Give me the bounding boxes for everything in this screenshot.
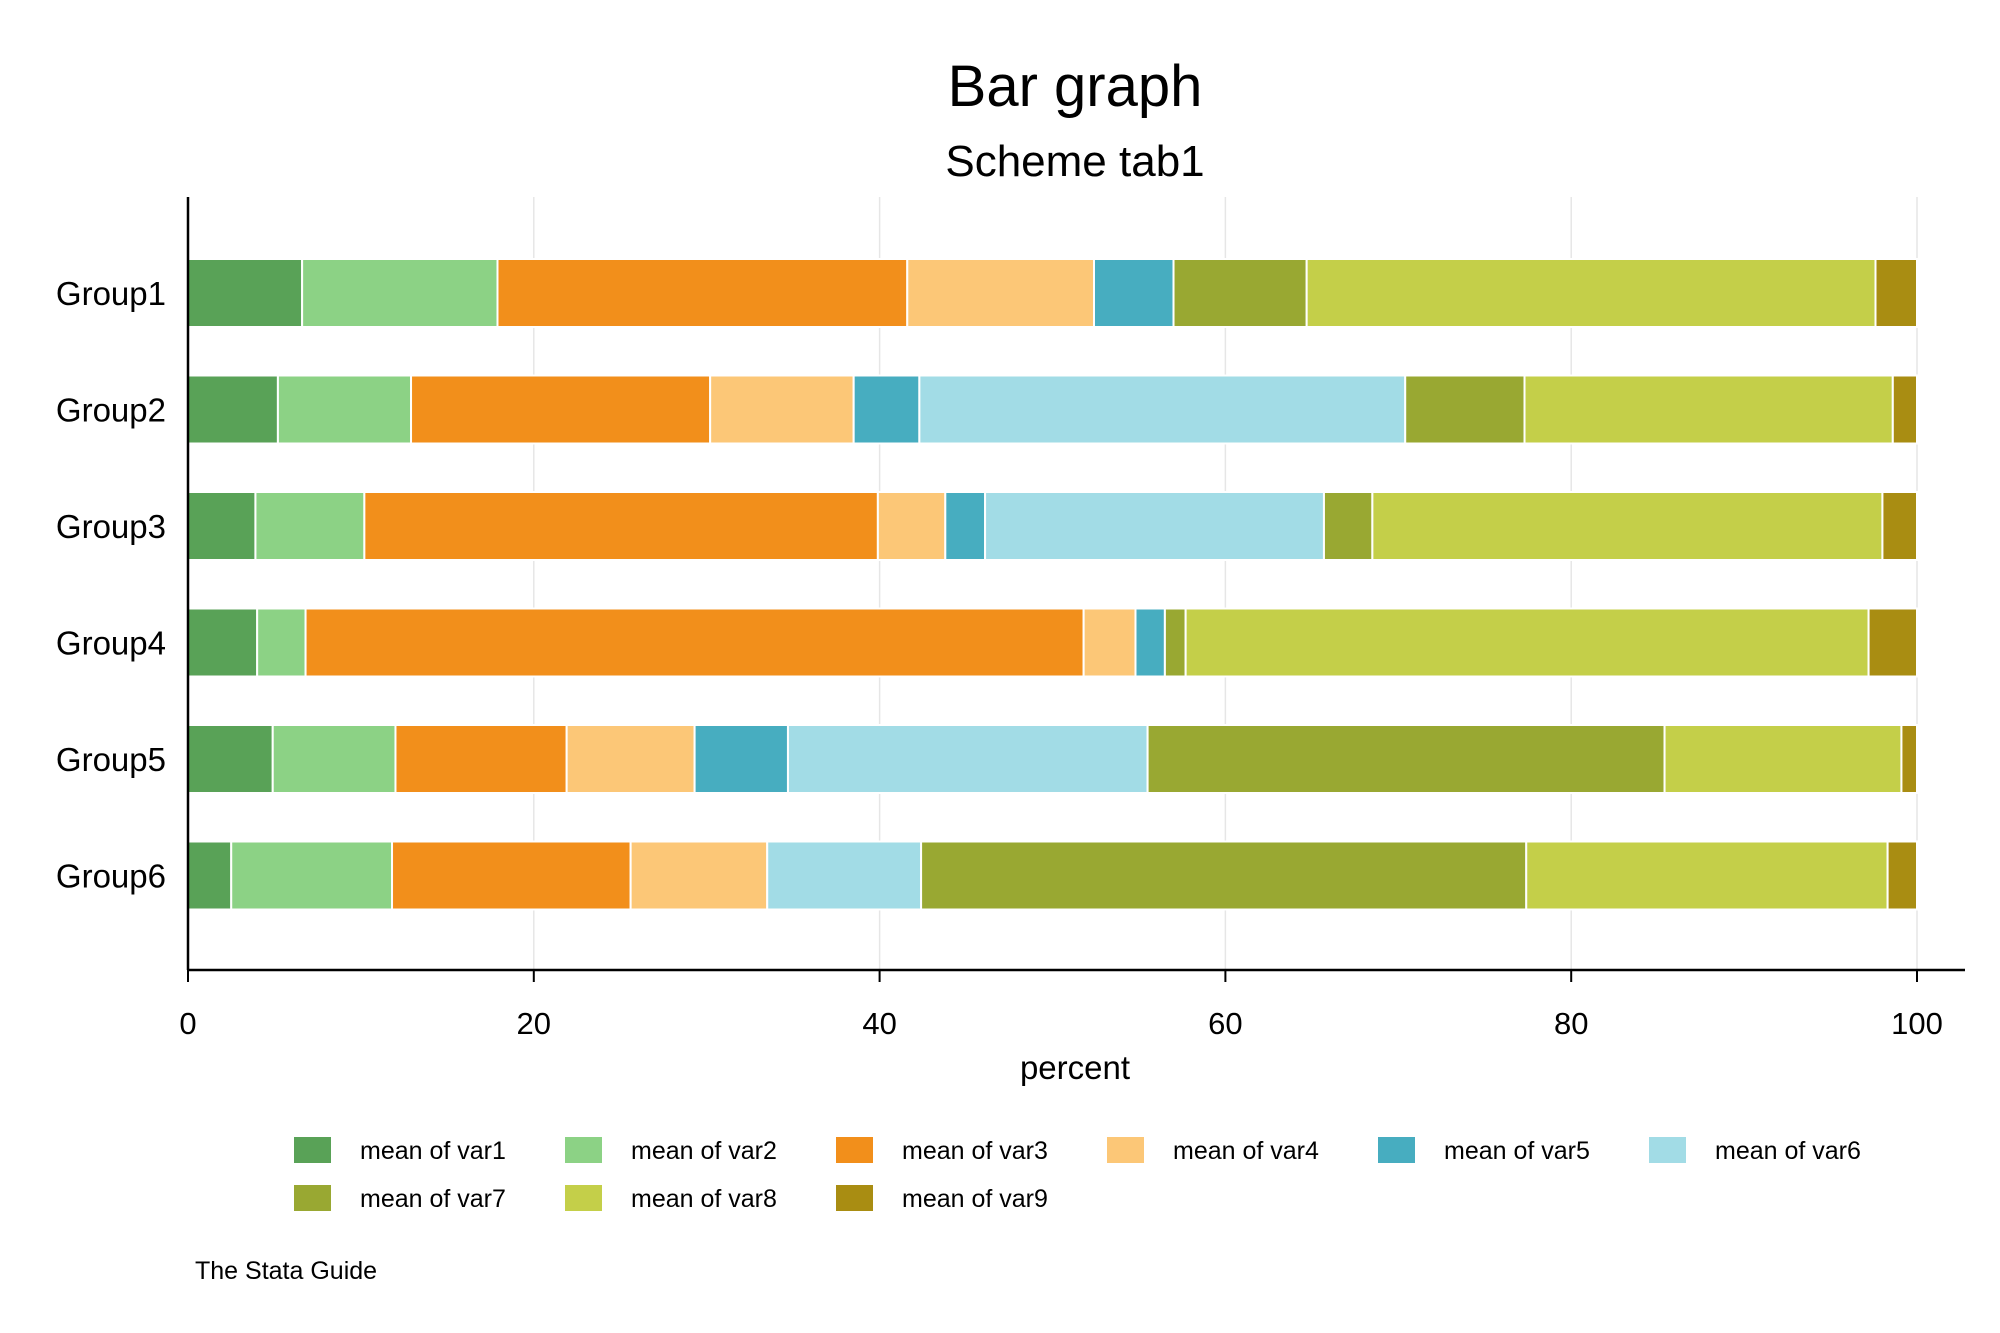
bar-segment <box>1134 607 1166 678</box>
legend-swatch <box>294 1137 331 1163</box>
bar-segment <box>1886 840 1919 911</box>
bar-segment <box>410 374 712 445</box>
x-tick-label: 60 <box>1208 1006 1242 1041</box>
category-label: Group1 <box>56 275 166 312</box>
legend-label: mean of var6 <box>1715 1137 1861 1165</box>
bar-segment <box>1874 258 1919 328</box>
legend-swatch <box>565 1185 602 1211</box>
bar-segment <box>1322 491 1374 561</box>
bar-segment <box>1404 374 1526 445</box>
chart-note: The Stata Guide <box>195 1257 377 1285</box>
bar-segment <box>1146 724 1666 794</box>
bar-segment <box>276 374 413 445</box>
bar-segment <box>766 840 923 911</box>
legend-swatch <box>565 1137 602 1163</box>
tick-labels: 0 20 40 60 80 100 <box>179 1006 1942 1041</box>
legend-swatch <box>294 1185 331 1211</box>
chart-subtitle: Scheme tab1 <box>945 137 1204 186</box>
legend-swatch <box>1649 1137 1686 1163</box>
x-tick-label: 0 <box>179 1006 196 1041</box>
legend: mean of var1 mean of var2 mean of var3 mean… <box>294 1137 1861 1213</box>
bar-segment <box>1900 724 1918 794</box>
bar-segment <box>906 258 1095 328</box>
bar-segment <box>256 607 307 678</box>
legend-label: mean of var5 <box>1444 1137 1590 1165</box>
legend-label: mean of var9 <box>902 1185 1048 1213</box>
bar-segment <box>1525 840 1889 911</box>
bar-segment <box>693 724 789 794</box>
bar-segment <box>187 258 304 328</box>
bar-segment <box>1891 374 1918 445</box>
bar-segment <box>1523 374 1894 445</box>
bar-segment <box>852 374 921 445</box>
bar-segment <box>629 840 769 911</box>
bar-segment <box>709 374 855 445</box>
bar-segment <box>301 258 499 328</box>
bar-segment <box>876 491 947 561</box>
legend-swatch <box>1107 1137 1144 1163</box>
bar-segment <box>363 491 879 561</box>
bar-segment <box>230 840 394 911</box>
bar-segment <box>394 724 568 794</box>
bar-segment <box>1092 258 1175 328</box>
bar-segment <box>187 491 257 561</box>
x-tick-label: 80 <box>1554 1006 1588 1041</box>
bar-segment <box>496 258 909 328</box>
legend-swatch <box>836 1137 873 1163</box>
bar-segment <box>1371 491 1884 561</box>
legend-swatch <box>836 1185 873 1211</box>
bar-segment <box>254 491 366 561</box>
bar-segment <box>1163 607 1187 678</box>
bar-segment <box>920 840 1528 911</box>
bar-segment <box>918 374 1407 445</box>
bars <box>187 258 1919 911</box>
bar-segment <box>1881 491 1919 561</box>
bar-segment <box>786 724 1149 794</box>
bar-segment <box>304 607 1085 678</box>
legend-label: mean of var2 <box>631 1137 777 1165</box>
category-label: Group3 <box>56 508 166 545</box>
category-labels: Group1 Group2 Group3 Group4 Group5 Group6 <box>56 275 166 895</box>
category-label: Group5 <box>56 741 166 778</box>
bar-segment <box>1172 258 1308 328</box>
bar-segment <box>187 724 274 794</box>
x-tick-label: 100 <box>1891 1006 1943 1041</box>
bar-segment <box>271 724 397 794</box>
axes <box>186 197 1965 982</box>
category-label: Group4 <box>56 625 166 662</box>
x-tick-label: 20 <box>517 1006 551 1041</box>
category-label: Group2 <box>56 392 166 429</box>
legend-label: mean of var7 <box>360 1185 506 1213</box>
bar-segment <box>944 491 987 561</box>
legend-label: mean of var3 <box>902 1137 1048 1165</box>
bar-segment <box>565 724 696 794</box>
bar-segment <box>1867 607 1919 678</box>
bar-segment <box>391 840 632 911</box>
x-axis-title: percent <box>1020 1049 1130 1086</box>
legend-label: mean of var8 <box>631 1185 777 1213</box>
chart-title: Bar graph <box>948 54 1203 119</box>
legend-label: mean of var1 <box>360 1137 506 1165</box>
category-label: Group6 <box>56 858 166 895</box>
bar-segment <box>1663 724 1903 794</box>
bar-segment <box>187 840 233 911</box>
legend-label: mean of var4 <box>1173 1137 1319 1165</box>
legend-swatch <box>1378 1137 1415 1163</box>
bar-segment <box>1082 607 1137 678</box>
bar-segment <box>187 607 259 678</box>
x-tick-label: 40 <box>862 1006 896 1041</box>
bar-segment <box>1184 607 1870 678</box>
bar-segment <box>187 374 279 445</box>
bar-segment <box>1305 258 1877 328</box>
bar-segment <box>984 491 1325 561</box>
